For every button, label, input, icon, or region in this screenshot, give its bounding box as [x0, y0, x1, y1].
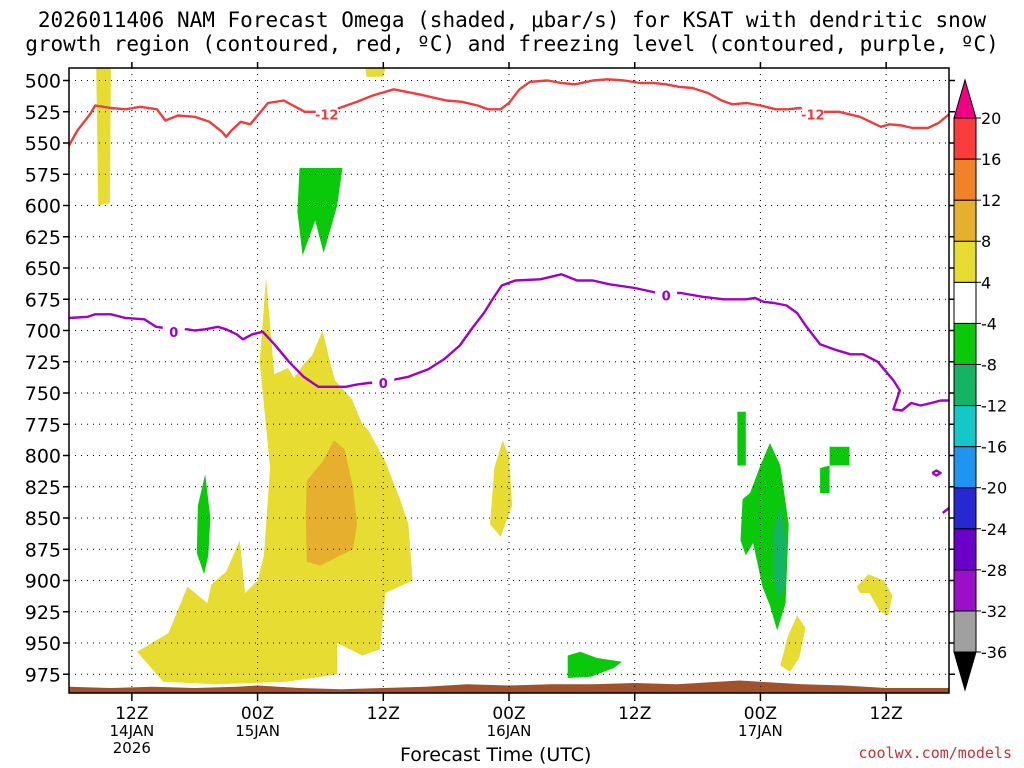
- colorbar-label-12: 16: [981, 150, 1001, 169]
- y-tick-label-850: 850: [25, 508, 61, 530]
- colorbar-label-9: 4: [981, 273, 991, 292]
- colorbar-bin-12: [953, 117, 977, 160]
- colorbar-label-0: -36: [981, 643, 1007, 662]
- omega-region-4: [780, 615, 806, 672]
- title-line-2: growth region (contoured, red, ºC) and f…: [25, 32, 999, 56]
- colorbar-bin-3: [953, 487, 977, 530]
- contour-2: [931, 469, 942, 477]
- x-tick-label-30-0: 12Z: [367, 704, 400, 724]
- y-tick-label-800: 800: [25, 446, 61, 468]
- y-tick-label-675: 675: [25, 289, 61, 311]
- y-tick-label-825: 825: [25, 477, 61, 499]
- y-tick-label-725: 725: [25, 352, 61, 374]
- colorbar-label-2: -28: [981, 561, 1007, 580]
- y-tick-label-750: 750: [25, 383, 61, 405]
- x-tick-label-78-0: 12Z: [870, 704, 903, 724]
- colorbar-bin-0: [953, 610, 977, 653]
- colorbar-label-1: -32: [981, 602, 1007, 621]
- x-tick-label-54-0: 12Z: [618, 704, 651, 724]
- omega-region-6: [305, 440, 358, 566]
- x-tick-label-18-0: 00Z: [241, 704, 274, 724]
- omega-region-9: [567, 651, 623, 678]
- colorbar-label-5: -16: [981, 438, 1007, 457]
- colorbar-label-11: 12: [981, 191, 1001, 210]
- colorbar-label-8: -4: [981, 314, 997, 333]
- x-tick-label-18-1: 15JAN: [235, 722, 280, 740]
- y-tick-label-925: 925: [25, 602, 61, 624]
- contour-label-bg-0-1: [801, 106, 824, 122]
- omega-region-13: [820, 465, 830, 493]
- x-tick-label-6-2: 2026: [113, 739, 151, 757]
- colorbar-bin-9: [953, 240, 977, 283]
- colorbar-bin-5: [953, 405, 977, 448]
- credit-link[interactable]: coolwx.com/models: [858, 744, 1012, 762]
- y-tick-label-975: 975: [25, 664, 61, 686]
- contour-label-bg-1-0: [162, 323, 185, 339]
- colorbar-arrow-high: [953, 78, 977, 119]
- contour-1: [68, 273, 949, 412]
- contour-label-0-0: -12: [315, 108, 339, 123]
- colorbar-bin-1: [953, 569, 977, 612]
- colorbar-label-7: -8: [981, 355, 997, 374]
- contour-label-1-2: 0: [662, 290, 671, 305]
- colorbar-label-10: 8: [981, 232, 991, 251]
- x-tick-label-66-0: 00Z: [744, 704, 777, 724]
- omega-region-0: [96, 68, 111, 206]
- colorbar-bin-8: [953, 281, 977, 324]
- omega-region-3: [490, 440, 513, 537]
- colorbar-bin-2: [953, 528, 977, 571]
- colorbar-label-13: 20: [981, 109, 1001, 128]
- omega-region-5: [856, 574, 893, 616]
- y-tick-label-600: 600: [25, 196, 61, 218]
- colorbar-arrow-low: [953, 651, 977, 692]
- y-tick-label-625: 625: [25, 227, 61, 249]
- colorbar-bin-7: [953, 322, 977, 365]
- contour-3: [941, 507, 950, 514]
- x-tick-label-6-1: 14JAN: [109, 722, 154, 740]
- colorbar-bin-6: [953, 363, 977, 407]
- omega-region-1: [365, 68, 386, 77]
- x-tick-label-42-1: 16JAN: [487, 722, 532, 740]
- y-tick-label-700: 700: [25, 321, 61, 343]
- contour-label-0-1: -12: [801, 108, 825, 123]
- contour-label-bg-0-0: [315, 106, 338, 122]
- contour-lines: -12 -12 0 0 0: [67, 78, 950, 514]
- colorbar-bin-4: [953, 446, 977, 489]
- contour-label-1-1: 0: [379, 377, 388, 392]
- omega-region-2: [137, 278, 413, 685]
- colorbar-label-3: -24: [981, 520, 1007, 539]
- y-axis: 500 525 550 575 600 625 650 675 700 725 750 775 800 8…: [25, 71, 955, 686]
- colorbar-bin-10: [953, 199, 977, 242]
- y-tick-label-950: 950: [25, 633, 61, 655]
- contour-label-bg-1-2: [655, 287, 678, 303]
- y-tick-label-900: 900: [25, 571, 61, 593]
- omega-region-10: [737, 411, 746, 466]
- y-tick-label-575: 575: [25, 164, 61, 186]
- colorbar-label-6: -12: [981, 397, 1007, 416]
- colorbar: -36 -32 -28 -24 -20 -16 -12 -8 -4 4 8 12 16 20: [953, 78, 1007, 692]
- y-tick-label-875: 875: [25, 539, 61, 561]
- y-tick-label-550: 550: [25, 133, 61, 155]
- contour-label-bg-1-1: [372, 375, 395, 390]
- omega-region-7: [297, 168, 343, 256]
- omega-shading: [96, 68, 893, 685]
- y-tick-label-775: 775: [25, 414, 61, 436]
- colorbar-label-4: -20: [981, 479, 1007, 498]
- x-axis-title: Forecast Time (UTC): [400, 744, 592, 766]
- omega-region-12: [829, 446, 850, 466]
- x-tick-label-42-0: 00Z: [492, 704, 525, 724]
- contour-label-1-0: 0: [169, 326, 178, 341]
- title-line-1: 2026011406 NAM Forecast Omega (shaded, μ…: [37, 8, 987, 32]
- omega-region-14: [773, 505, 787, 600]
- x-tick-label-6-0: 12Z: [115, 704, 148, 724]
- colorbar-bin-11: [953, 158, 977, 201]
- y-tick-label-500: 500: [25, 71, 61, 93]
- x-tick-label-66-1: 17JAN: [738, 722, 783, 740]
- y-tick-label-525: 525: [25, 102, 61, 124]
- y-tick-label-650: 650: [25, 258, 61, 280]
